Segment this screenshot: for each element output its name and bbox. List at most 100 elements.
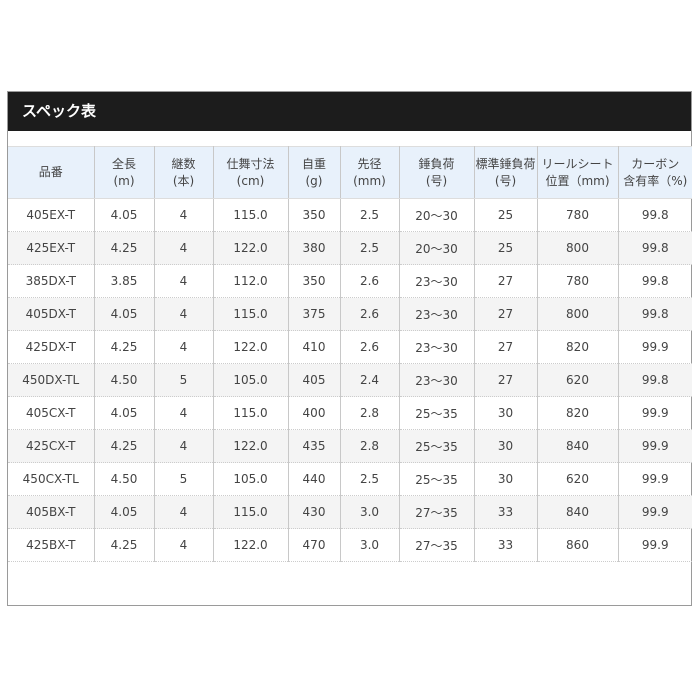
table-row: 450CX-TL 4.50 5 105.0 440 2.5 25〜35 30 620 99.9 — [8, 462, 692, 496]
table-cell: 99.9 — [618, 330, 692, 364]
table-cell: 405 — [288, 363, 341, 397]
table-cell: 2.4 — [340, 363, 400, 397]
table-cell: 27 — [474, 330, 538, 364]
table-cell: 405BX-T — [8, 495, 95, 529]
table-cell: 122.0 — [213, 528, 289, 562]
table-cell: 405DX-T — [8, 297, 95, 331]
table-cell: 115.0 — [213, 297, 289, 331]
table-cell: 2.8 — [340, 429, 400, 463]
table-cell: 27 — [474, 297, 538, 331]
table-cell: 5 — [154, 363, 214, 397]
table-cell: 430 — [288, 495, 341, 529]
table-cell: 2.8 — [340, 396, 400, 430]
column-header-label: 錘負荷 — [418, 156, 455, 171]
table-cell: 99.8 — [618, 297, 692, 331]
table-row: 405CX-T 4.05 4 115.0 400 2.8 25〜35 30 820 99.9 — [8, 396, 692, 430]
column-header-label: 仕舞寸法 — [226, 156, 275, 171]
column-header-label: 先径 — [357, 156, 382, 171]
table-cell: 25〜35 — [399, 429, 475, 463]
column-header-label: 標準錘負荷 — [475, 156, 536, 171]
table-cell: 425CX-T — [8, 429, 95, 463]
table-cell: 2.5 — [340, 198, 400, 232]
table-cell: 3.0 — [340, 495, 400, 529]
column-header-label: (g) — [305, 173, 323, 188]
table-cell: 3.0 — [340, 528, 400, 562]
table-cell: 820 — [537, 330, 619, 364]
table-row: 425EX-T 4.25 4 122.0 380 2.5 20〜30 25 800 99.8 — [8, 231, 692, 265]
column-header: 継数 (本) — [154, 146, 214, 199]
table-cell: 4.05 — [94, 198, 155, 232]
table-cell: 122.0 — [213, 330, 289, 364]
table-cell: 800 — [537, 297, 619, 331]
table-cell: 25 — [474, 198, 538, 232]
table-cell: 425BX-T — [8, 528, 95, 562]
table-cell: 115.0 — [213, 495, 289, 529]
table-cell: 860 — [537, 528, 619, 562]
table-cell: 2.6 — [340, 297, 400, 331]
column-header-label: 位置（mm) — [545, 173, 610, 188]
table-cell: 33 — [474, 495, 538, 529]
table-cell: 385DX-T — [8, 264, 95, 298]
table-cell: 99.9 — [618, 495, 692, 529]
table-cell: 99.9 — [618, 528, 692, 562]
table-cell: 23〜30 — [399, 363, 475, 397]
table-row: 405EX-T 4.05 4 115.0 350 2.5 20〜30 25 780 99.8 — [8, 198, 692, 232]
table-cell: 4 — [154, 264, 214, 298]
table-cell: 375 — [288, 297, 341, 331]
column-header-label: (号) — [494, 173, 517, 188]
column-header-label: (m) — [113, 173, 135, 188]
spec-table: 品番 全長 (m) 継数 (本) 仕舞寸法 (cm) 自重 (g) 先径 (mm) 錘負荷 (号) 標準錘… — [8, 146, 692, 562]
table-cell: 20〜30 — [399, 198, 475, 232]
column-header: リールシート 位置（mm) — [537, 146, 619, 199]
table-row: 425CX-T 4.25 4 122.0 435 2.8 25〜35 30 840 99.9 — [8, 429, 692, 463]
column-header: 標準錘負荷 (号) — [474, 146, 538, 199]
table-cell: 27〜35 — [399, 528, 475, 562]
table-cell: 350 — [288, 198, 341, 232]
table-row: 450DX-TL 4.50 5 105.0 405 2.4 23〜30 27 620 99.8 — [8, 363, 692, 397]
table-cell: 4.25 — [94, 330, 155, 364]
table-cell: 4 — [154, 231, 214, 265]
table-cell: 2.5 — [340, 231, 400, 265]
table-cell: 112.0 — [213, 264, 289, 298]
table-cell: 405EX-T — [8, 198, 95, 232]
table-cell: 99.8 — [618, 363, 692, 397]
table-cell: 99.8 — [618, 231, 692, 265]
column-header-label: 自重 — [301, 156, 326, 171]
column-header: 自重 (g) — [288, 146, 341, 199]
table-row: 405DX-T 4.05 4 115.0 375 2.6 23〜30 27 800 99.8 — [8, 297, 692, 331]
table-cell: 435 — [288, 429, 341, 463]
table-cell: 23〜30 — [399, 330, 475, 364]
table-row: 425DX-T 4.25 4 122.0 410 2.6 23〜30 27 820 99.9 — [8, 330, 692, 364]
table-cell: 2.5 — [340, 462, 400, 496]
table-cell: 105.0 — [213, 462, 289, 496]
table-cell: 99.9 — [618, 396, 692, 430]
table-cell: 27 — [474, 264, 538, 298]
table-cell: 115.0 — [213, 396, 289, 430]
table-header-row: 品番 全長 (m) 継数 (本) 仕舞寸法 (cm) 自重 (g) 先径 (mm) 錘負荷 (号) 標準錘… — [8, 146, 692, 199]
table-cell: 30 — [474, 462, 538, 496]
column-header: 錘負荷 (号) — [399, 146, 475, 199]
spec-title: スペック表 — [8, 92, 691, 131]
table-cell: 4 — [154, 528, 214, 562]
table-cell: 450CX-TL — [8, 462, 95, 496]
table-cell: 33 — [474, 528, 538, 562]
table-cell: 2.6 — [340, 330, 400, 364]
table-cell: 25〜35 — [399, 462, 475, 496]
table-cell: 30 — [474, 396, 538, 430]
table-cell: 410 — [288, 330, 341, 364]
table-cell: 450DX-TL — [8, 363, 95, 397]
column-header-label: 継数 — [171, 156, 196, 171]
table-cell: 4.50 — [94, 462, 155, 496]
table-cell: 27〜35 — [399, 495, 475, 529]
table-cell: 440 — [288, 462, 341, 496]
table-cell: 27 — [474, 363, 538, 397]
column-header: 品番 — [8, 146, 95, 199]
table-cell: 105.0 — [213, 363, 289, 397]
table-row: 425BX-T 4.25 4 122.0 470 3.0 27〜35 33 860 99.9 — [8, 528, 692, 562]
table-cell: 23〜30 — [399, 297, 475, 331]
table-cell: 99.8 — [618, 264, 692, 298]
column-header-label: (号) — [425, 173, 448, 188]
table-cell: 400 — [288, 396, 341, 430]
table-cell: 4.05 — [94, 396, 155, 430]
table-cell: 4.05 — [94, 297, 155, 331]
